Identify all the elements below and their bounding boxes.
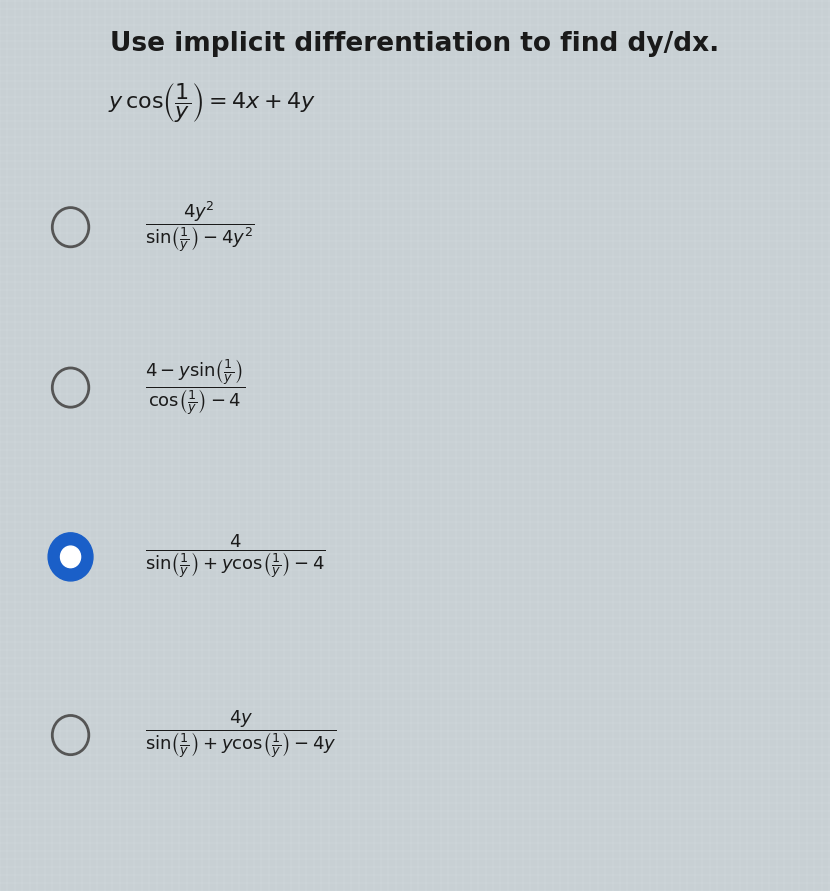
Text: $\dfrac{4}{\sin\!\left(\frac{1}{y}\right) + y\cos\!\left(\frac{1}{y}\right) - 4}: $\dfrac{4}{\sin\!\left(\frac{1}{y}\right… (145, 533, 326, 581)
Text: Use implicit differentiation to find dy/dx.: Use implicit differentiation to find dy/… (110, 31, 720, 57)
Circle shape (52, 537, 89, 576)
Circle shape (48, 533, 93, 581)
Circle shape (61, 546, 81, 568)
Text: $\dfrac{4y^2}{\sin\!\left(\frac{1}{y}\right) - 4y^2}$: $\dfrac{4y^2}{\sin\!\left(\frac{1}{y}\ri… (145, 200, 255, 255)
Text: $y\,\cos\!\left(\dfrac{1}{y}\right) = 4x + 4y$: $y\,\cos\!\left(\dfrac{1}{y}\right) = 4x… (108, 81, 316, 124)
Text: $\dfrac{4y}{\sin\!\left(\frac{1}{y}\right) + y\cos\!\left(\frac{1}{y}\right) - 4: $\dfrac{4y}{\sin\!\left(\frac{1}{y}\righ… (145, 709, 337, 761)
Text: $\dfrac{4 - y\sin\!\left(\frac{1}{y}\right)}{\cos\!\left(\frac{1}{y}\right) - 4}: $\dfrac{4 - y\sin\!\left(\frac{1}{y}\rig… (145, 357, 246, 418)
